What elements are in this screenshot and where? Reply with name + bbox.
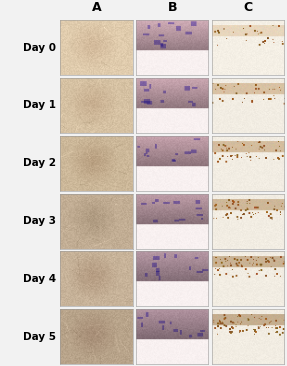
Text: C: C — [243, 0, 253, 14]
Text: A: A — [92, 0, 101, 14]
Text: Day 4: Day 4 — [23, 274, 56, 284]
Text: Day 1: Day 1 — [23, 100, 56, 111]
Text: Day 0: Day 0 — [23, 42, 56, 53]
Text: B: B — [167, 0, 177, 14]
Text: Day 5: Day 5 — [23, 332, 56, 342]
Text: Day 3: Day 3 — [23, 216, 56, 226]
Text: Day 2: Day 2 — [23, 158, 56, 168]
